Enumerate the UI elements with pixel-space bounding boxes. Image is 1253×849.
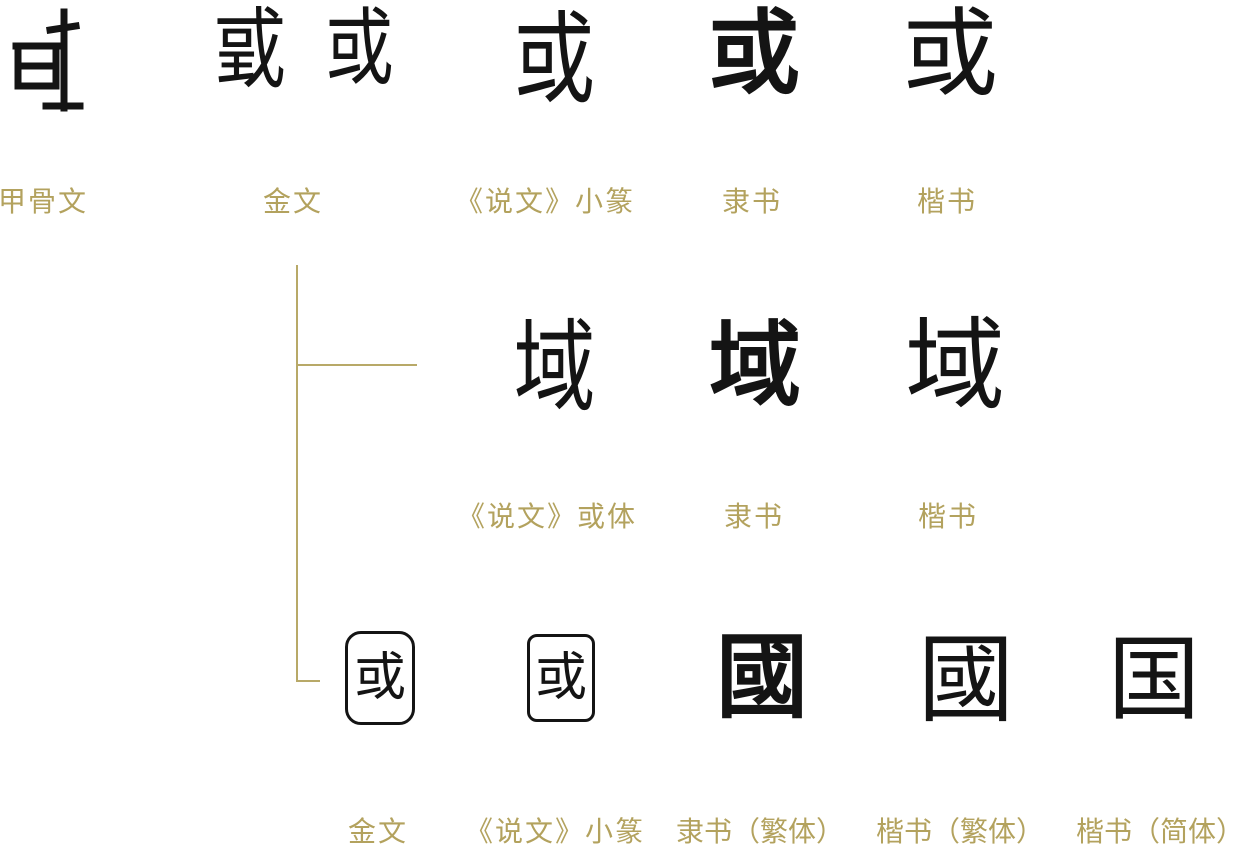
label-lishu-row2: 隶书 (724, 500, 785, 533)
kaishu-glyph: 或 (902, 0, 998, 110)
label-jinwen: 金文 (263, 185, 324, 218)
label-jinwen-row3: 金文 (348, 815, 409, 848)
lishu-glyph-row2: 域 (708, 312, 801, 419)
jinwen-boxed-glyph: 或 (345, 631, 415, 725)
connector-branch-row3 (296, 680, 320, 682)
label-kaishu: 楷书 (917, 185, 978, 218)
kaishu-glyph-row2: 域 (905, 307, 1005, 424)
jinwen-inner-glyph: 或 (353, 648, 406, 708)
label-xiaozhuan: 《说文》小篆 (455, 185, 636, 218)
xiaozhuan-inner-glyph: 或 (534, 648, 587, 708)
xiaozhuan-glyph: 或 (513, 1, 596, 118)
label-huoti: 《说文》或体 (457, 500, 638, 533)
label-lishu: 隶书 (722, 185, 783, 218)
connector-vertical (296, 265, 298, 681)
jiaguwen-glyph (12, 8, 84, 112)
label-kaishu-jianti: 楷书（简体） (1076, 815, 1245, 848)
lishu-fanti-glyph: 國 (715, 624, 808, 731)
kaishu-fanti-glyph: 國 (918, 624, 1014, 736)
label-xiaozhuan-row3: 《说文》小篆 (465, 815, 646, 848)
jinwen-glyph-1: 戜 (213, 0, 287, 101)
connector-branch-row2 (296, 364, 417, 366)
label-kaishu-fanti: 楷书（繁体） (876, 815, 1045, 848)
label-lishu-fanti: 隶书（繁体） (676, 815, 845, 848)
xiaozhuan-boxed-glyph: 或 (527, 634, 595, 722)
jinwen-glyph-2: 或 (324, 0, 394, 97)
lishu-glyph: 或 (707, 0, 800, 107)
label-jiaguwen: 甲骨文 (0, 185, 89, 218)
label-kaishu-row2: 楷书 (918, 500, 979, 533)
huoti-glyph: 域 (513, 309, 596, 426)
kaishu-jianti-glyph: 国 (1108, 626, 1201, 733)
